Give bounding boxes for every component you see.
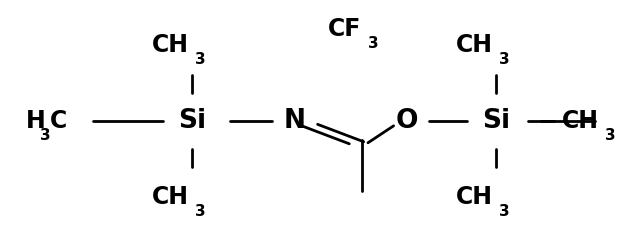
- Text: 3: 3: [195, 52, 206, 67]
- Text: CH: CH: [152, 33, 189, 57]
- Text: CH: CH: [456, 33, 493, 57]
- Text: Si: Si: [178, 108, 206, 134]
- Text: C: C: [50, 109, 67, 133]
- Text: CH: CH: [456, 185, 493, 209]
- Text: 3: 3: [499, 204, 510, 219]
- Text: 3: 3: [195, 204, 206, 219]
- Text: 3: 3: [605, 128, 616, 143]
- Text: CH: CH: [561, 109, 598, 133]
- Text: N: N: [284, 108, 305, 134]
- Text: H: H: [26, 109, 45, 133]
- Text: O: O: [395, 108, 418, 134]
- Text: 3: 3: [40, 128, 51, 143]
- Text: CH: CH: [152, 185, 189, 209]
- Text: −: −: [538, 109, 557, 133]
- Text: CF: CF: [328, 17, 362, 41]
- Text: Si: Si: [482, 108, 510, 134]
- Text: 3: 3: [368, 36, 379, 51]
- Text: 3: 3: [499, 52, 510, 67]
